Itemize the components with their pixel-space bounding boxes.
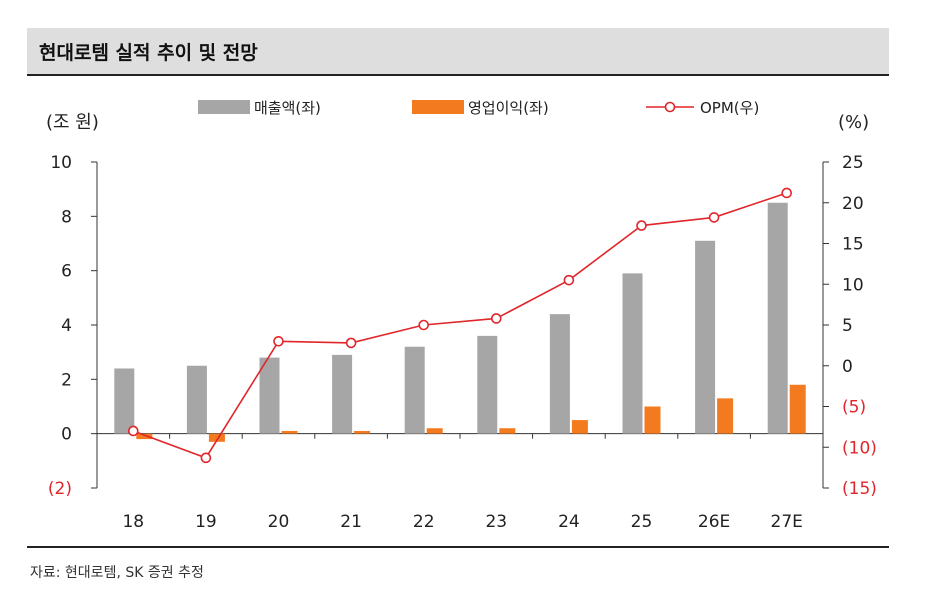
opm-point xyxy=(781,187,793,199)
left-axis-label: (조 원) xyxy=(46,112,99,133)
x-tick-label: 19 xyxy=(195,512,217,532)
left-tick-label: 4 xyxy=(61,316,72,336)
legend-op-swatch xyxy=(412,100,464,114)
revenue-bar xyxy=(622,273,643,434)
op-profit-bar xyxy=(789,384,806,434)
page-title: 현대로템 실적 추이 및 전망 xyxy=(39,42,258,64)
x-tick-label: 20 xyxy=(268,512,290,532)
legend-revenue-swatch xyxy=(198,100,250,114)
op-profit-bar xyxy=(571,420,588,434)
right-tick-label: 0 xyxy=(842,357,853,377)
opm-point xyxy=(128,425,139,437)
bottom-divider xyxy=(27,546,889,548)
x-tick-label: 23 xyxy=(485,512,507,532)
revenue-bar xyxy=(186,365,207,434)
opm-point xyxy=(563,274,575,286)
left-tick-label: 6 xyxy=(61,262,72,282)
right-tick-label: 5 xyxy=(842,316,853,336)
opm-point xyxy=(708,212,720,223)
op-profit-bar xyxy=(136,433,153,440)
revenue-bar xyxy=(695,240,716,434)
op-profit-bar xyxy=(281,430,298,434)
legend-opm-label: OPM(우) xyxy=(700,99,759,117)
revenue-bar xyxy=(549,314,570,434)
opm-point xyxy=(490,313,502,324)
right-tick-label: (5) xyxy=(842,398,866,418)
op-profit-bar xyxy=(499,428,516,434)
right-tick-label: 10 xyxy=(842,275,864,295)
opm-line xyxy=(133,192,787,459)
legend-revenue-label: 매출액(좌) xyxy=(254,99,321,117)
legend-op-label: 영업이익(좌) xyxy=(468,99,549,117)
revenue-bar xyxy=(404,346,425,434)
op-profit-bar xyxy=(644,406,661,434)
x-tick-label: 21 xyxy=(340,512,362,532)
left-tick-label: 10 xyxy=(50,153,72,173)
left-tick-label: (2) xyxy=(48,479,72,499)
opm-point xyxy=(418,319,430,331)
opm-point xyxy=(636,220,647,231)
revenue-bar xyxy=(767,202,788,434)
right-tick-label: 15 xyxy=(842,235,864,255)
right-tick-label: 20 xyxy=(842,194,864,214)
op-profit-bar xyxy=(354,430,371,434)
right-tick-label: (10) xyxy=(842,438,877,458)
right-axis-label: (%) xyxy=(838,112,869,133)
legend-opm-marker xyxy=(664,101,676,113)
x-tick-label: 24 xyxy=(558,512,580,532)
x-tick-label: 25 xyxy=(631,512,653,532)
x-tick-label: 26E xyxy=(698,512,730,532)
revenue-bar xyxy=(332,354,353,434)
op-profit-bar xyxy=(717,398,734,434)
revenue-bar xyxy=(259,357,280,434)
left-tick-label: 0 xyxy=(61,425,72,445)
x-tick-label: 18 xyxy=(122,512,144,532)
op-profit-bar xyxy=(208,433,225,442)
opm-point xyxy=(200,452,212,464)
right-tick-label: 25 xyxy=(842,153,864,173)
revenue-bar xyxy=(114,368,135,434)
op-profit-bar xyxy=(426,428,443,434)
left-tick-label: 8 xyxy=(61,207,72,227)
x-tick-label: 22 xyxy=(413,512,435,532)
x-tick-label: 27E xyxy=(771,512,803,532)
source-note: 자료: 현대로템, SK 증권 추정 xyxy=(30,565,204,581)
opm-point xyxy=(345,337,357,349)
title-bar: 현대로템 실적 추이 및 전망 xyxy=(27,28,889,76)
opm-point xyxy=(273,335,284,347)
left-tick-label: 2 xyxy=(61,370,72,390)
right-tick-label: (15) xyxy=(842,479,877,499)
revenue-bar xyxy=(477,335,498,434)
